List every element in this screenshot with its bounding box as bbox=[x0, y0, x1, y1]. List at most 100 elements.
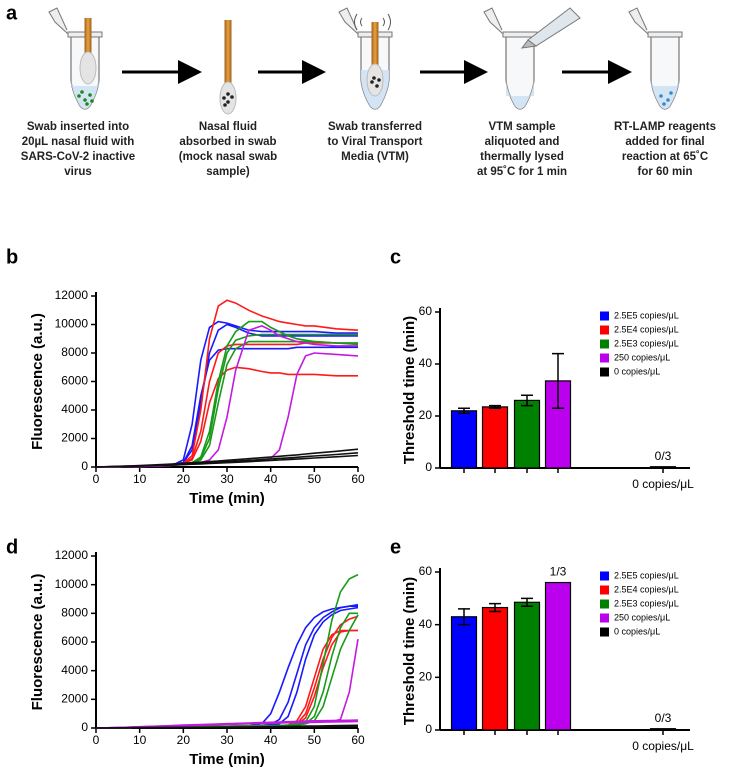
virus-dot bbox=[666, 98, 670, 102]
legend-label: 0 copies/μL bbox=[614, 366, 660, 376]
x-tick-label: 10 bbox=[133, 733, 147, 747]
x-tick-label: 50 bbox=[308, 472, 322, 486]
fluorescence-curve bbox=[95, 615, 359, 729]
legend-label: 2.5E4 copies/μL bbox=[614, 324, 679, 334]
liquid bbox=[651, 80, 679, 109]
y-tick-label: 6000 bbox=[61, 374, 88, 388]
swab-stick bbox=[371, 22, 379, 70]
error-bar bbox=[458, 407, 470, 415]
bar bbox=[649, 466, 677, 469]
fluorescence-curve bbox=[95, 605, 358, 729]
x-tick-label: 20 bbox=[177, 733, 191, 747]
bar bbox=[481, 606, 509, 731]
virus-dot bbox=[226, 100, 230, 104]
step-label: RT-LAMP reagents added for final reactio… bbox=[613, 121, 717, 178]
step-label: Swab transferred to Viral Transport Medi… bbox=[327, 121, 423, 163]
legend-swatch bbox=[600, 353, 609, 363]
swab-tip bbox=[79, 51, 97, 85]
tube-lid bbox=[628, 7, 649, 35]
virus-dot bbox=[230, 95, 234, 99]
legend-swatch bbox=[600, 339, 609, 349]
legend-label: 2.5E4 copies/μL bbox=[614, 584, 679, 594]
x-tick-label: 0 bbox=[93, 472, 100, 486]
swab-stick bbox=[224, 20, 232, 88]
y-tick-label: 20 bbox=[419, 408, 433, 422]
bar bbox=[544, 581, 572, 731]
y-tick-label: 10000 bbox=[55, 577, 89, 591]
virus-dot bbox=[80, 90, 84, 94]
y-tick-label: 60 bbox=[419, 564, 433, 578]
virus-dot bbox=[88, 93, 92, 97]
liquid bbox=[506, 80, 534, 109]
panel-label: e bbox=[390, 536, 401, 558]
error-bar bbox=[521, 394, 533, 407]
error-bar bbox=[489, 404, 501, 409]
legend-label: 250 copies/μL bbox=[614, 352, 670, 362]
y-tick-label: 8000 bbox=[61, 345, 88, 359]
x-axis-label: Time (min) bbox=[189, 751, 265, 768]
virus-dot bbox=[669, 91, 673, 95]
step-label: VTM sample aliquoted and thermally lysed… bbox=[476, 121, 568, 178]
y-tick-label: 2000 bbox=[61, 692, 88, 706]
bar bbox=[481, 406, 509, 469]
legend-swatch bbox=[600, 599, 609, 609]
fluorescence-curve bbox=[95, 606, 359, 729]
legend-swatch bbox=[600, 325, 609, 335]
fluorescence-curve bbox=[95, 612, 358, 729]
legend-label: 250 copies/μL bbox=[614, 612, 670, 622]
y-tick-label: 12000 bbox=[55, 288, 89, 302]
pipette bbox=[527, 7, 581, 47]
tube-lid bbox=[338, 7, 359, 35]
fluorescence-curve bbox=[95, 340, 358, 468]
legend-swatch bbox=[600, 571, 609, 581]
virus-dot bbox=[85, 102, 89, 106]
y-tick-label: 40 bbox=[419, 356, 433, 370]
virus-dot bbox=[377, 78, 381, 82]
y-tick-label: 4000 bbox=[61, 663, 88, 677]
bar-annotation: 1/3 bbox=[550, 565, 567, 579]
error-bar bbox=[458, 608, 470, 626]
y-axis-label: Fluorescence (a.u.) bbox=[29, 313, 46, 450]
y-axis-label: Threshold time (min) bbox=[401, 577, 418, 725]
fluorescence-curve bbox=[95, 454, 359, 468]
swab-tip bbox=[366, 63, 384, 97]
x-tick-label: 20 bbox=[177, 472, 191, 486]
bar bbox=[450, 616, 478, 731]
virus-dot bbox=[375, 84, 379, 88]
x-axis-label: 0 copies/μL bbox=[632, 739, 694, 753]
legend-label: 0 copies/μL bbox=[614, 626, 660, 636]
virus-dot bbox=[77, 94, 81, 98]
y-axis-label: Fluorescence (a.u.) bbox=[29, 574, 46, 711]
y-tick-label: 6000 bbox=[61, 634, 88, 648]
legend-label: 2.5E3 copies/μL bbox=[614, 338, 679, 348]
step-label: Nasal fluid absorbed in swab (mock nasal… bbox=[178, 121, 278, 178]
virus-dot bbox=[662, 102, 666, 106]
legend-swatch bbox=[600, 367, 609, 377]
fluorescence-curve bbox=[95, 725, 358, 729]
panel-label: d bbox=[6, 536, 18, 558]
y-tick-label: 0 bbox=[81, 459, 88, 473]
x-tick-label: 10 bbox=[133, 472, 147, 486]
legend-label: 2.5E5 copies/μL bbox=[614, 570, 679, 580]
fluorescence-curve bbox=[95, 342, 358, 468]
fluorescence-curve bbox=[95, 720, 359, 729]
x-axis-label: Time (min) bbox=[189, 490, 265, 507]
tube-rim bbox=[647, 31, 683, 38]
y-tick-label: 0 bbox=[81, 720, 88, 734]
legend-swatch bbox=[600, 613, 609, 623]
tube-rim bbox=[502, 31, 538, 38]
panel-label: c bbox=[390, 246, 401, 268]
y-axis-label: Threshold time (min) bbox=[401, 316, 418, 464]
x-tick-label: 60 bbox=[351, 472, 365, 486]
virus-dot bbox=[222, 96, 226, 100]
error-bar bbox=[521, 597, 533, 607]
y-tick-label: 8000 bbox=[61, 606, 88, 620]
y-tick-label: 10000 bbox=[55, 317, 89, 331]
x-axis-label: 0 copies/μL bbox=[632, 477, 694, 491]
tube-lid bbox=[48, 7, 69, 35]
legend-swatch bbox=[600, 585, 609, 595]
y-tick-label: 0 bbox=[425, 722, 432, 736]
fluorescence-curve bbox=[95, 603, 359, 729]
